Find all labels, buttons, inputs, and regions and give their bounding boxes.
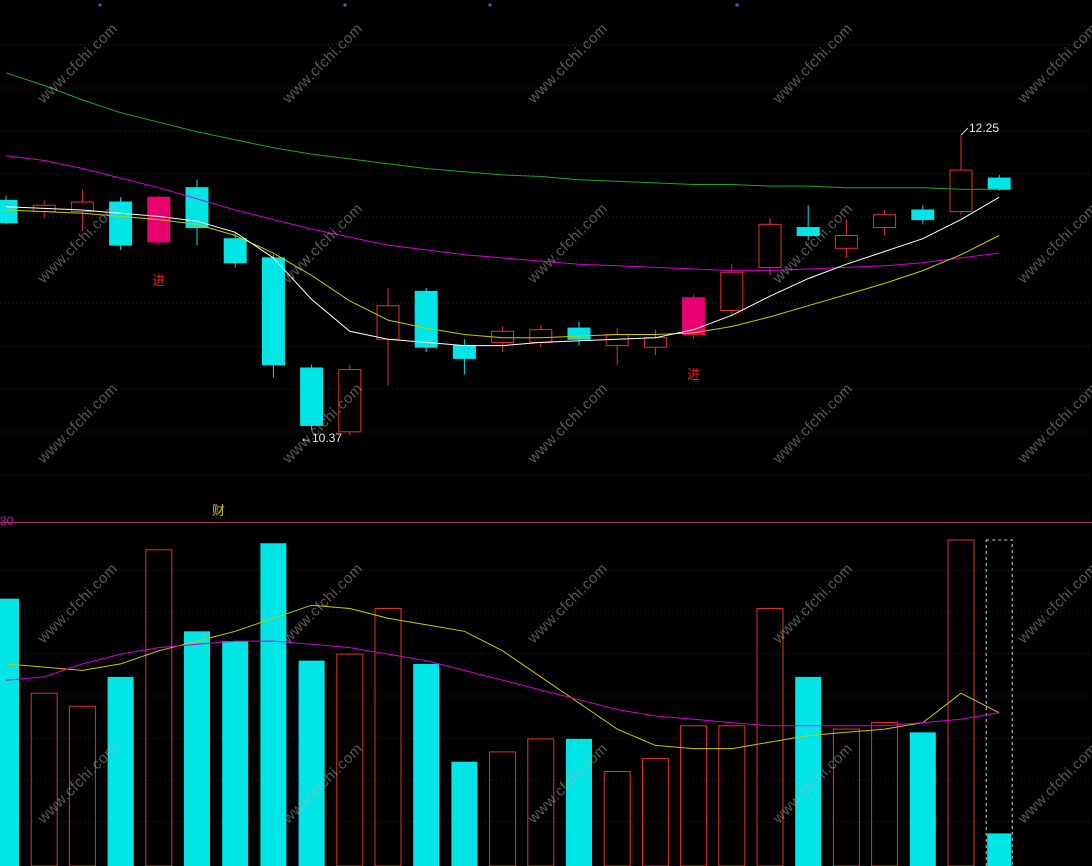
price-ma-green xyxy=(5,72,1000,190)
grid-lines xyxy=(0,44,1092,823)
volume-ma-lines xyxy=(5,604,1000,750)
forming-volume-bar xyxy=(985,539,1013,866)
marker-dot xyxy=(343,3,347,7)
price-ma-lines xyxy=(5,72,1000,347)
decor-dots xyxy=(98,3,739,7)
volume-bars xyxy=(0,539,1013,866)
marker-dot xyxy=(98,3,102,7)
high-annotation-connector xyxy=(960,127,969,136)
marker-dot xyxy=(488,3,492,7)
price-ma-magenta xyxy=(5,155,1000,272)
volume-ma-magenta xyxy=(5,640,1000,727)
marker-dot xyxy=(735,3,739,7)
price-ma-yellow xyxy=(5,209,1000,339)
price-ma-white xyxy=(5,196,1000,347)
volume-ma-yellow xyxy=(5,604,1000,750)
price-candles xyxy=(0,134,1011,435)
